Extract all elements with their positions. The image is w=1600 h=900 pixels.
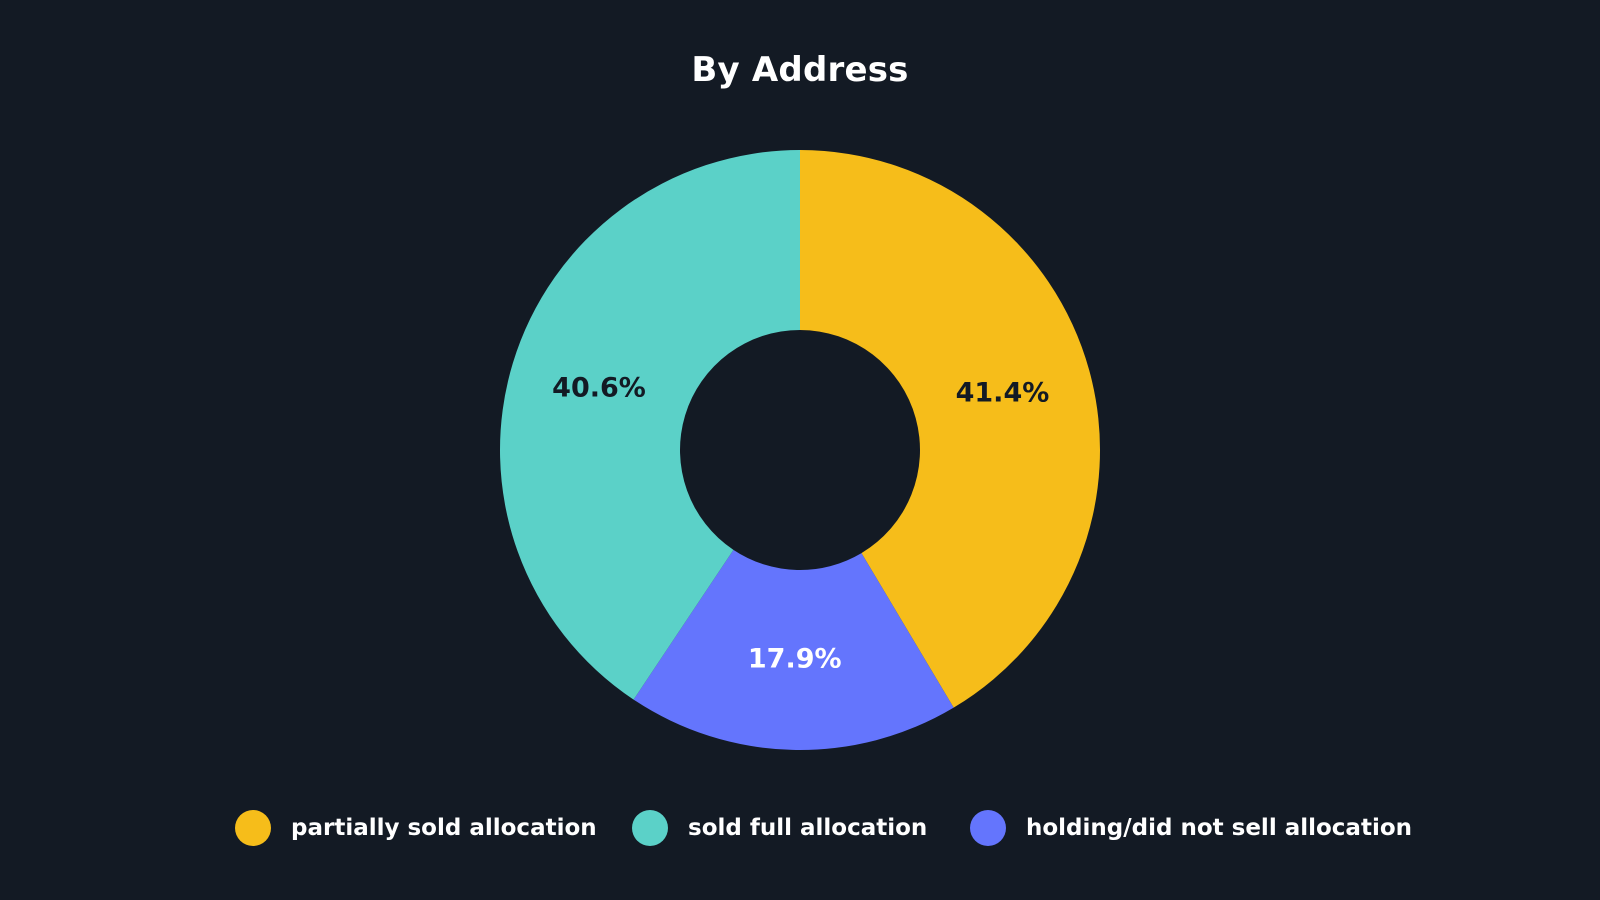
slice-value-label-sold-full-allocation: 40.6% — [552, 373, 646, 404]
chart-legend: partially sold allocation sold full allo… — [0, 808, 1600, 848]
legend-swatch-partially-sold — [235, 810, 271, 846]
legend-item-holding[interactable]: holding/did not sell allocation — [970, 808, 1412, 848]
legend-swatch-holding — [970, 810, 1006, 846]
donut-slice-holding-did-not-sell-allocation[interactable] — [633, 549, 954, 751]
slice-value-label-holding-did-not-sell-allocation: 17.9% — [748, 643, 842, 674]
legend-label-holding: holding/did not sell allocation — [1026, 815, 1413, 841]
slice-labels: 41.4% 17.9% 40.6% — [552, 373, 1049, 675]
chart-title: By Address — [691, 50, 909, 90]
legend-label-sold-full: sold full allocation — [688, 815, 928, 841]
donut-slice-partially-sold-allocation[interactable] — [800, 150, 1101, 708]
legend-item-sold-full[interactable]: sold full allocation — [632, 808, 927, 848]
legend-label-partially-sold: partially sold allocation — [291, 815, 597, 841]
slice-value-label-partially-sold-allocation: 41.4% — [956, 378, 1050, 409]
legend-swatch-sold-full — [632, 810, 668, 846]
legend-item-partially-sold[interactable]: partially sold allocation — [235, 808, 597, 848]
donut-slice-sold-full-allocation[interactable] — [499, 150, 800, 700]
donut-slices — [499, 150, 1101, 751]
